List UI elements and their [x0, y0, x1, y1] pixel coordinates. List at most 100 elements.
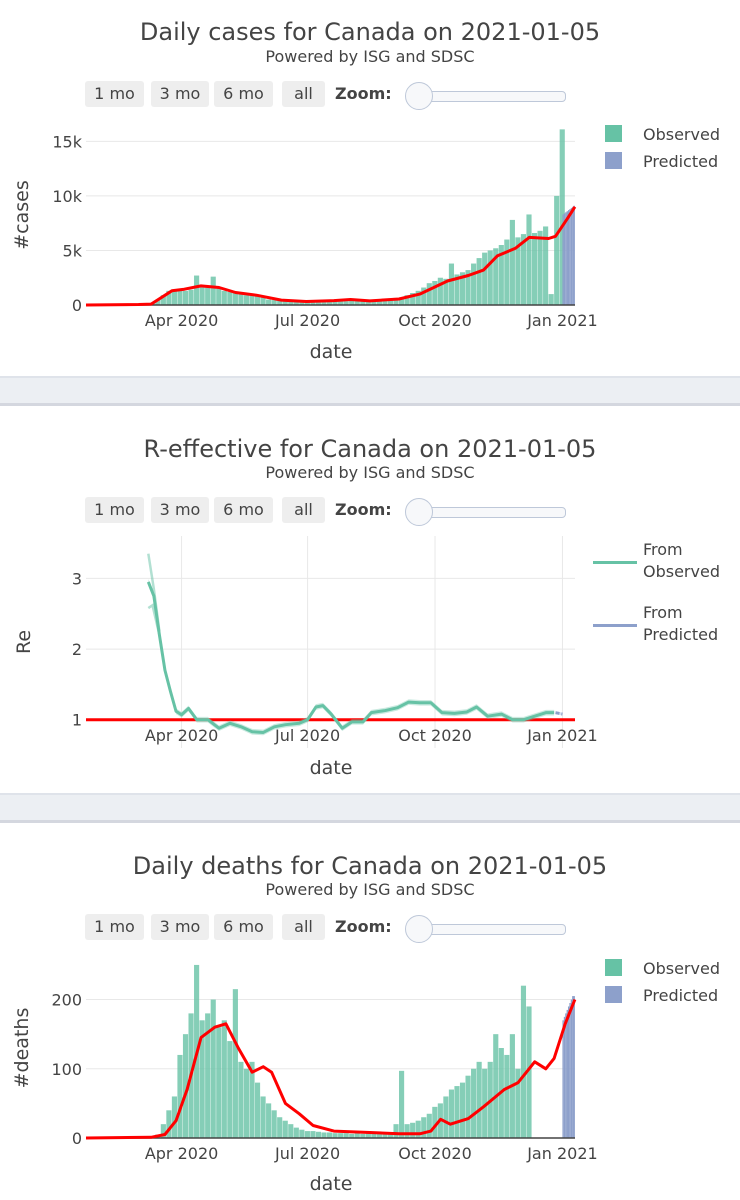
range-3mo-button[interactable]: 3 mo [151, 914, 209, 940]
zoom-slider-handle[interactable] [405, 82, 433, 110]
observed-bar [493, 248, 499, 305]
observed-bar [437, 277, 443, 305]
observed-bar [349, 300, 355, 305]
range-3mo-button[interactable]: 3 mo [151, 497, 209, 523]
range-6mo-button[interactable]: 6 mo [214, 497, 273, 523]
predicted-bar [572, 206, 574, 305]
observed-bar [476, 258, 482, 305]
observed-bar [326, 299, 333, 305]
observed-bar [559, 129, 565, 305]
observed-bar [543, 226, 549, 305]
trend-line [85, 998, 577, 1140]
y-tick-label: 2 [72, 640, 82, 659]
observed-bar [382, 1133, 388, 1138]
observed-swatch [605, 959, 622, 976]
zoom-slider-handle[interactable] [405, 498, 433, 526]
observed-line-swatch [593, 561, 637, 564]
observed-bar [288, 1124, 294, 1138]
predicted-bar [573, 205, 575, 305]
observed-bar [448, 1089, 455, 1138]
observed-bar [376, 1133, 382, 1138]
zoom-label: Zoom: [335, 84, 392, 103]
observed-bar [459, 272, 466, 305]
observed-bar [432, 281, 438, 305]
observed-bar [326, 1132, 333, 1138]
legend-label: From Predicted [643, 603, 719, 644]
observed-bar [304, 301, 310, 305]
observed-bar [188, 289, 194, 305]
observed-bar [227, 291, 233, 305]
x-axis-title: date [310, 757, 353, 779]
observed-bar [465, 1075, 471, 1138]
x-tick-label: Apr 2020 [145, 726, 218, 745]
range-1mo-button[interactable]: 1 mo [85, 81, 144, 107]
x-tick-label: Oct 2020 [398, 726, 471, 745]
observed-bar [293, 1127, 299, 1138]
y-axis-title: #cases [11, 180, 33, 250]
observed-bar [260, 297, 266, 305]
observed-bar [321, 300, 327, 305]
observed-bar [254, 1082, 261, 1138]
observed-bar [415, 290, 421, 305]
confidence-band [148, 579, 555, 736]
range-3mo-button[interactable]: 3 mo [151, 81, 209, 107]
observed-bar [271, 1110, 277, 1138]
range-6mo-button[interactable]: 6 mo [214, 914, 273, 940]
observed-bar [249, 294, 255, 305]
chart-subtitle: Powered by ISG and SDSC [265, 47, 475, 66]
predicted-bar [563, 213, 566, 305]
range-all-button[interactable]: all [282, 914, 325, 940]
section-divider [0, 376, 740, 406]
observed-bar [548, 294, 554, 305]
observed-bar [243, 1068, 250, 1138]
predicted-bar [567, 210, 570, 305]
zoom-slider-handle[interactable] [405, 915, 433, 943]
range-all-button[interactable]: all [282, 497, 325, 523]
observed-bar [221, 1020, 227, 1138]
observed-bar [504, 1054, 510, 1138]
observed-bar [476, 1061, 482, 1138]
re-chart: 1 2 3 Apr 2020 Jul 2020 Oct 2020 Jan 2021 date R… [13, 536, 598, 779]
observed-bar [410, 1122, 416, 1138]
observed-bar [360, 301, 366, 305]
observed-bar [459, 1082, 466, 1138]
observed-bar [343, 1133, 349, 1138]
observed-bar [227, 1041, 233, 1138]
legend-item-from-predicted[interactable]: From Predicted [593, 602, 733, 652]
observed-bar [171, 1096, 178, 1138]
predicted-bar [569, 209, 571, 305]
observed-bar [216, 288, 222, 305]
zoom-label: Zoom: [335, 917, 392, 936]
from-predicted-line [555, 711, 563, 716]
x-tick-label: Jul 2020 [274, 726, 340, 745]
trend-line [85, 205, 577, 307]
observed-bar [299, 1129, 305, 1138]
observed-bar [232, 989, 238, 1138]
observed-bar [487, 250, 493, 305]
observed-bar [310, 301, 316, 305]
observed-bar [238, 294, 244, 305]
observed-bar [194, 275, 200, 305]
observed-bar [277, 1117, 283, 1138]
range-1mo-button[interactable]: 1 mo [85, 497, 144, 523]
observed-bar [465, 270, 471, 305]
observed-bar [155, 299, 161, 305]
observed-bar [526, 1006, 532, 1138]
predicted-bar [570, 999, 573, 1138]
x-tick-label: Oct 2020 [398, 311, 471, 330]
predicted-swatch [605, 152, 622, 169]
range-1mo-button[interactable]: 1 mo [85, 914, 144, 940]
legend-label: Predicted [643, 986, 719, 1005]
range-all-button[interactable]: all [282, 81, 325, 107]
y-tick-label: 0 [72, 296, 82, 315]
cases-panel: Daily cases for Canada on 2021-01-05 Pow… [0, 0, 740, 378]
observed-bar [410, 293, 416, 305]
x-tick-label: Jan 2021 [526, 726, 597, 745]
range-6mo-button[interactable]: 6 mo [214, 81, 273, 107]
observed-bar [221, 290, 227, 305]
observed-bar [199, 285, 205, 305]
chart-subtitle: Powered by ISG and SDSC [265, 463, 475, 482]
legend-label: Predicted [643, 152, 719, 171]
legend-item-from-observed[interactable]: From Observed [593, 539, 733, 589]
observed-bar [531, 233, 538, 305]
